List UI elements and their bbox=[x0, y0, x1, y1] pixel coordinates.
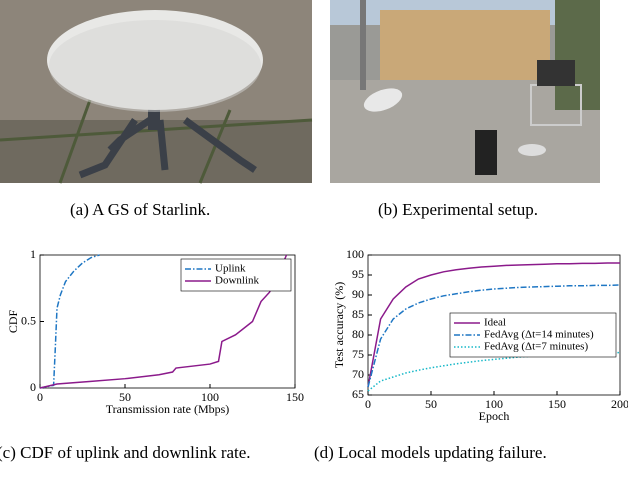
y-tick-label: 95 bbox=[352, 267, 364, 281]
y-axis-label: Test accuracy (%) bbox=[332, 282, 346, 368]
y-tick-label: 100 bbox=[346, 247, 364, 261]
x-tick-label: 0 bbox=[365, 397, 371, 411]
y-tick-label: 80 bbox=[352, 327, 364, 341]
x-tick-label: 150 bbox=[548, 397, 566, 411]
x-axis-label: Transmission rate (Mbps) bbox=[106, 402, 230, 416]
legend-label: Uplink bbox=[215, 263, 246, 275]
y-tick-label: 0 bbox=[30, 380, 36, 394]
y-tick-label: 75 bbox=[352, 347, 364, 361]
x-tick-label: 200 bbox=[611, 397, 628, 411]
y-tick-label: 65 bbox=[352, 387, 364, 401]
photo-setup bbox=[330, 0, 600, 183]
y-axis-label: CDF bbox=[6, 310, 20, 334]
figure: 0 50 100 150 0 0.5 1 Transmission rate (Mbps) CD… bbox=[0, 0, 628, 489]
legend-label: Downlink bbox=[215, 275, 260, 287]
legend-label: FedAvg (Δt=14 minutes) bbox=[484, 329, 594, 341]
x-tick-label: 150 bbox=[286, 390, 304, 404]
x-tick-label: 50 bbox=[425, 397, 437, 411]
caption: (c) CDF of uplink and downlink rate. bbox=[0, 441, 309, 464]
y-tick-label: 85 bbox=[352, 307, 364, 321]
photo-starlink bbox=[0, 0, 312, 183]
legend-label: FedAvg (Δt=7 minutes) bbox=[484, 341, 588, 353]
x-tick-label: 0 bbox=[37, 390, 43, 404]
figure-canvas: 0 50 100 150 0 0.5 1 Transmission rate (Mbps) CD… bbox=[0, 0, 628, 489]
y-tick-label: 1 bbox=[30, 247, 36, 261]
y-tick-label: 90 bbox=[352, 287, 364, 301]
caption: (a) A GS of Starlink. bbox=[70, 198, 210, 221]
series-line bbox=[368, 353, 620, 391]
caption: (d) Local models updating failure. bbox=[314, 441, 620, 464]
series-line bbox=[40, 255, 100, 388]
x-axis-label: Epoch bbox=[479, 409, 510, 423]
y-tick-label: 0.5 bbox=[21, 313, 36, 327]
legend-label: Ideal bbox=[484, 317, 506, 329]
y-tick-label: 70 bbox=[352, 367, 364, 381]
caption: (b) Experimental setup. bbox=[378, 198, 538, 221]
